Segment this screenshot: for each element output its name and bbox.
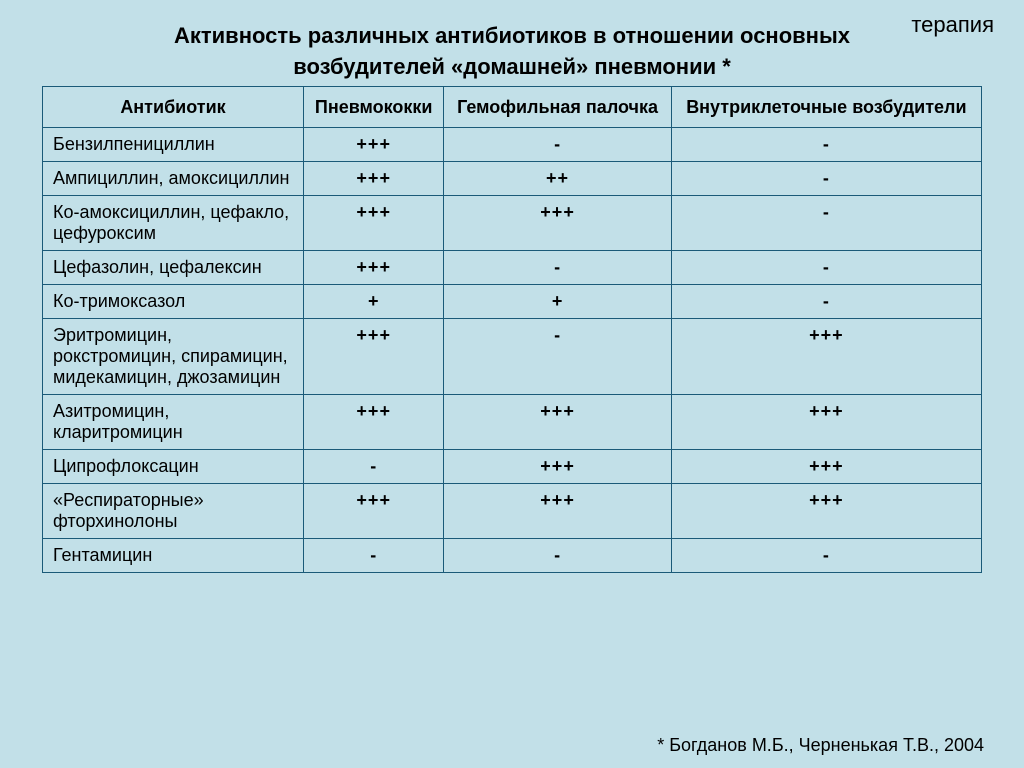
activity-table: Антибиотик Пневмококки Гемофильная палоч… bbox=[42, 86, 982, 574]
table-row: Ко-тримоксазол++- bbox=[43, 285, 982, 319]
antibiotic-name: Эритромицин, рокстромицин, спирамицин, м… bbox=[43, 319, 304, 395]
table-row: Ко-амоксициллин, цефакло, цефуроксим++++… bbox=[43, 196, 982, 251]
activity-value: ++ bbox=[444, 162, 671, 196]
corner-label: терапия bbox=[911, 12, 994, 38]
title-line1: Активность различных антибиотиков в отно… bbox=[0, 0, 1024, 54]
activity-value: - bbox=[304, 539, 444, 573]
activity-value: - bbox=[444, 251, 671, 285]
table-row: Ципрофлоксацин-++++++ bbox=[43, 450, 982, 484]
activity-value: +++ bbox=[304, 395, 444, 450]
table-row: Ампициллин, амоксициллин+++++- bbox=[43, 162, 982, 196]
activity-value: +++ bbox=[671, 484, 981, 539]
activity-value: - bbox=[671, 539, 981, 573]
col-antibiotic: Антибиотик bbox=[43, 86, 304, 128]
activity-value: +++ bbox=[304, 196, 444, 251]
activity-value: +++ bbox=[671, 450, 981, 484]
activity-value: + bbox=[444, 285, 671, 319]
activity-value: +++ bbox=[444, 450, 671, 484]
activity-value: - bbox=[671, 196, 981, 251]
activity-value: +++ bbox=[304, 162, 444, 196]
activity-value: +++ bbox=[304, 484, 444, 539]
table-row: Цефазолин, цефалексин+++-- bbox=[43, 251, 982, 285]
activity-value: +++ bbox=[671, 319, 981, 395]
footnote: * Богданов М.Б., Черненькая Т.В., 2004 bbox=[657, 735, 984, 756]
activity-value: +++ bbox=[304, 319, 444, 395]
antibiotic-name: Ципрофлоксацин bbox=[43, 450, 304, 484]
col-haemophilus: Гемофильная палочка bbox=[444, 86, 671, 128]
antibiotic-name: Ко-амоксициллин, цефакло, цефуроксим bbox=[43, 196, 304, 251]
activity-value: +++ bbox=[444, 196, 671, 251]
activity-value: + bbox=[304, 285, 444, 319]
antibiotic-name: Ампициллин, амоксициллин bbox=[43, 162, 304, 196]
activity-value: +++ bbox=[671, 395, 981, 450]
antibiotic-name: Азитромицин, кларитромицин bbox=[43, 395, 304, 450]
activity-value: - bbox=[671, 162, 981, 196]
table-row: Азитромицин, кларитромицин+++++++++ bbox=[43, 395, 982, 450]
activity-value: +++ bbox=[304, 128, 444, 162]
antibiotic-name: Гентамицин bbox=[43, 539, 304, 573]
table-row: Гентамицин--- bbox=[43, 539, 982, 573]
activity-value: - bbox=[671, 251, 981, 285]
antibiotic-name: Бензилпенициллин bbox=[43, 128, 304, 162]
table-row: Бензилпенициллин+++-- bbox=[43, 128, 982, 162]
activity-value: +++ bbox=[444, 395, 671, 450]
table-row: Эритромицин, рокстромицин, спирамицин, м… bbox=[43, 319, 982, 395]
activity-value: +++ bbox=[444, 484, 671, 539]
table-row: «Респираторные» фторхинолоны+++++++++ bbox=[43, 484, 982, 539]
activity-value: - bbox=[444, 319, 671, 395]
activity-value: - bbox=[671, 285, 981, 319]
title-line2: возбудителей «домашней» пневмонии * bbox=[0, 54, 1024, 86]
activity-value: - bbox=[444, 539, 671, 573]
activity-value: +++ bbox=[304, 251, 444, 285]
col-intracellular: Внутриклеточные возбудители bbox=[671, 86, 981, 128]
activity-value: - bbox=[304, 450, 444, 484]
activity-value: - bbox=[444, 128, 671, 162]
col-pneumococci: Пневмококки bbox=[304, 86, 444, 128]
antibiotic-name: «Респираторные» фторхинолоны bbox=[43, 484, 304, 539]
antibiotic-name: Цефазолин, цефалексин bbox=[43, 251, 304, 285]
activity-value: - bbox=[671, 128, 981, 162]
antibiotic-name: Ко-тримоксазол bbox=[43, 285, 304, 319]
table-header-row: Антибиотик Пневмококки Гемофильная палоч… bbox=[43, 86, 982, 128]
